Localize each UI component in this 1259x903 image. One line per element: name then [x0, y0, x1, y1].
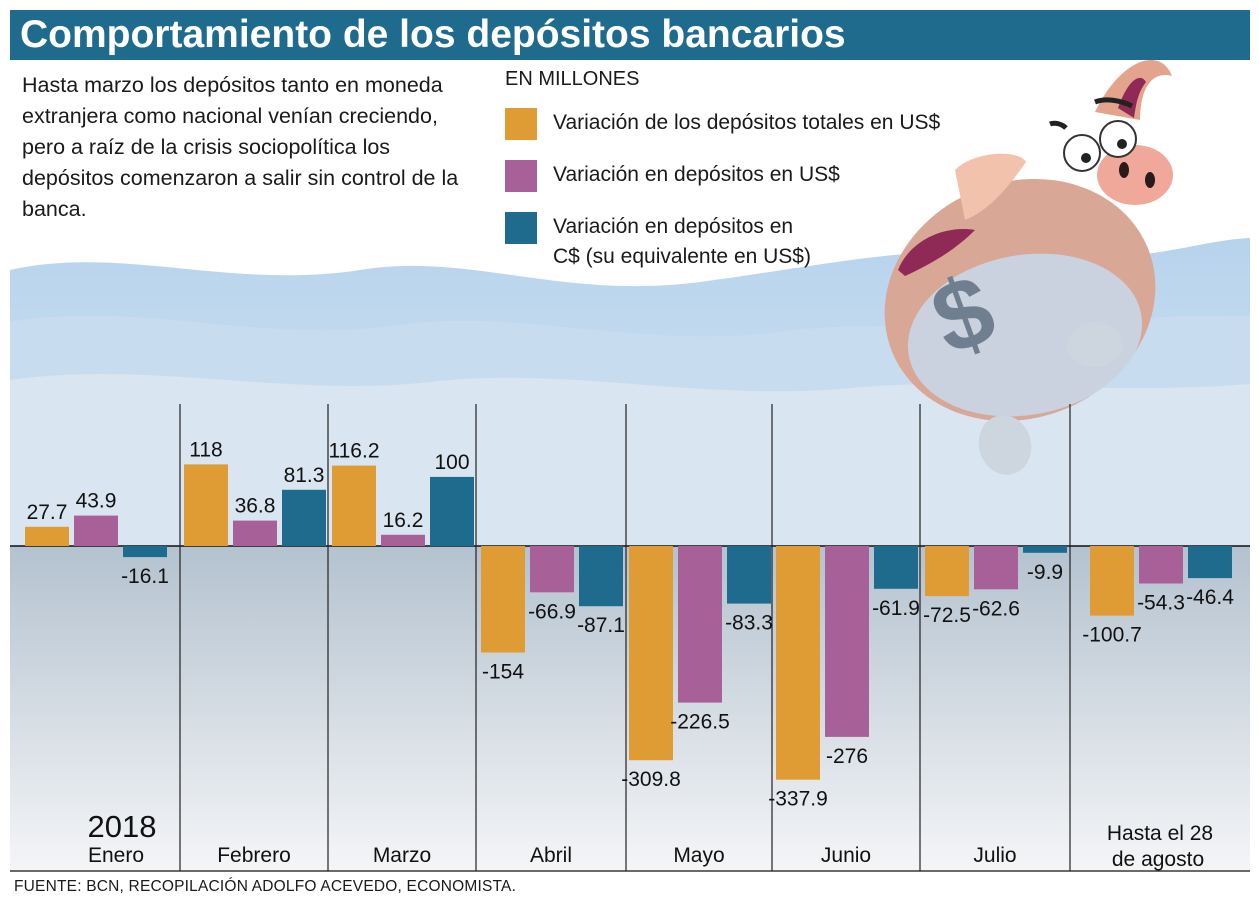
bar [184, 464, 228, 546]
bar [332, 465, 376, 546]
legend-label: Variación en depósitos en US$ [553, 163, 840, 186]
legend-swatch [505, 212, 537, 244]
bar [430, 476, 474, 547]
page-title: Comportamiento de los depósitos bancario… [20, 13, 846, 56]
bar [1139, 546, 1183, 584]
bar [874, 546, 918, 589]
data-label: -309.8 [621, 768, 681, 791]
bar [530, 546, 574, 593]
intro-text: Hasta marzo los depósitos tanto en moned… [22, 73, 459, 221]
data-label: 81.3 [284, 464, 325, 487]
bar [481, 546, 525, 653]
bar [381, 534, 425, 546]
bar [123, 546, 167, 558]
bar [74, 515, 118, 546]
data-label: -87.1 [577, 614, 625, 637]
source-note: FUENTE: BCN, RECOPILACIÓN ADOLFO ACEVEDO… [14, 878, 517, 895]
bar [1090, 546, 1134, 616]
bar [825, 546, 869, 737]
bar [727, 546, 771, 604]
bar [1188, 546, 1232, 579]
data-label: 16.2 [383, 509, 424, 532]
data-label: 43.9 [76, 490, 117, 513]
data-label: -62.6 [972, 597, 1020, 620]
bar [233, 520, 277, 546]
category-label: de agosto [1112, 848, 1204, 871]
category-label: Abril [530, 844, 572, 867]
data-label: -72.5 [923, 604, 971, 627]
data-label: -83.3 [725, 612, 773, 635]
legend-swatch [505, 160, 537, 192]
data-label: -337.9 [768, 788, 828, 811]
bar [579, 546, 623, 607]
data-label: -46.4 [1186, 586, 1234, 609]
data-label: 27.7 [27, 501, 68, 524]
category-label: Febrero [217, 844, 291, 867]
category-label: Marzo [373, 844, 431, 867]
data-label: 36.8 [235, 495, 276, 518]
bar [1023, 546, 1067, 553]
bar [974, 546, 1018, 590]
category-label: Enero [88, 844, 144, 867]
units-label: EN MILLONES [505, 68, 640, 90]
year-label: 2018 [88, 809, 157, 844]
data-label: 116.2 [329, 440, 380, 463]
legend-swatch [505, 108, 537, 140]
bar [925, 546, 969, 597]
data-label: -100.7 [1082, 624, 1142, 647]
legend-label: Variación de los depósitos totales en US… [553, 111, 941, 134]
bar [776, 546, 820, 780]
data-label: -154 [482, 661, 524, 684]
data-label: 118 [189, 438, 222, 461]
data-label: 100 [434, 451, 469, 474]
category-label: Junio [821, 844, 871, 867]
category-label: Julio [973, 844, 1016, 867]
data-label: -276 [826, 745, 868, 768]
data-label: -226.5 [670, 711, 730, 734]
bar [678, 546, 722, 703]
title-bar [10, 10, 1250, 60]
category-label: Mayo [673, 844, 724, 867]
data-label: -66.9 [528, 600, 576, 623]
legend-label: Variación en depósitos en C$ (su equival… [553, 215, 811, 268]
bar [25, 526, 69, 546]
data-label: -54.3 [1137, 592, 1185, 615]
piggy-bank-icon: $ [884, 59, 1173, 475]
bar [629, 546, 673, 761]
data-label: -16.1 [121, 565, 169, 588]
category-label: Hasta el 28 [1107, 822, 1213, 845]
data-label: -9.9 [1027, 561, 1063, 584]
data-label: -61.9 [872, 597, 920, 620]
bar [282, 489, 326, 546]
